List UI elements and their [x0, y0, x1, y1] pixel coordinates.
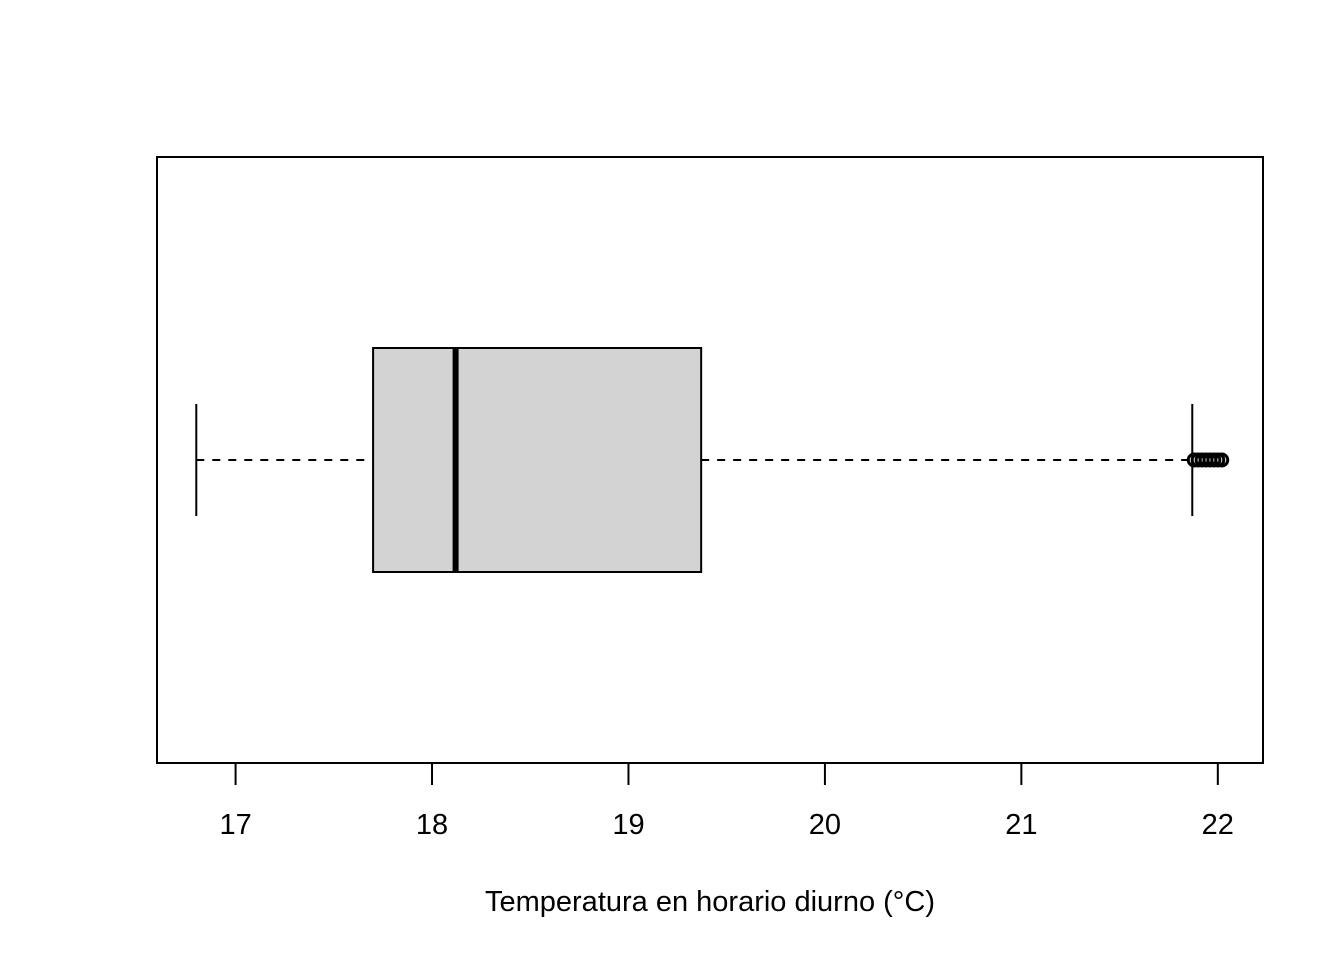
- box-plot: [195, 347, 1230, 573]
- x-tick-label: 20: [809, 809, 841, 841]
- interquartile-box: [372, 347, 703, 573]
- x-tick-label: 18: [416, 809, 448, 841]
- x-axis-title: Temperatura en horario diurno (°C): [485, 886, 935, 918]
- outlier-points: [1186, 452, 1230, 468]
- x-axis: 17 18 19 20 21 22: [219, 762, 1234, 841]
- plot-area-frame: [156, 156, 1264, 764]
- x-tick-label: 19: [612, 809, 644, 841]
- x-tick-label: 21: [1005, 809, 1037, 841]
- outlier-point: [1214, 452, 1230, 468]
- x-tick-label: 17: [219, 809, 251, 841]
- x-tick-label: 22: [1202, 809, 1234, 841]
